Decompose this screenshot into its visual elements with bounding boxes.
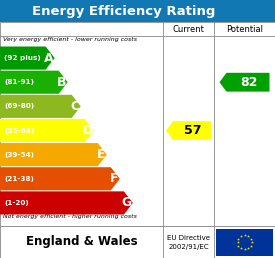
Text: Not energy efficient - higher running costs: Not energy efficient - higher running co… (3, 214, 137, 219)
Text: (21-38): (21-38) (4, 176, 34, 182)
Text: (55-68): (55-68) (4, 127, 34, 133)
Text: EU Directive
2002/91/EC: EU Directive 2002/91/EC (167, 235, 210, 249)
Text: Energy Efficiency Rating: Energy Efficiency Rating (32, 4, 215, 18)
Text: (69-80): (69-80) (4, 103, 34, 109)
Text: England & Wales: England & Wales (26, 235, 137, 248)
Text: D: D (82, 124, 93, 137)
Text: (1-20): (1-20) (4, 200, 29, 206)
Text: E: E (97, 148, 106, 161)
Text: (39-54): (39-54) (4, 152, 34, 158)
Text: Current: Current (173, 25, 204, 34)
Text: A: A (44, 52, 54, 64)
Text: Potential: Potential (226, 25, 263, 34)
Text: (92 plus): (92 plus) (4, 55, 41, 61)
Polygon shape (0, 46, 55, 70)
Bar (0, 22, 275, 226)
Text: G: G (122, 196, 132, 209)
Polygon shape (0, 71, 68, 94)
Text: 57: 57 (184, 124, 202, 137)
Polygon shape (0, 143, 107, 166)
Polygon shape (166, 121, 211, 140)
Polygon shape (0, 95, 81, 118)
Bar (0, 226, 275, 258)
Bar (0, 0, 275, 22)
Text: 82: 82 (240, 76, 257, 89)
Text: B: B (57, 76, 67, 89)
Polygon shape (0, 119, 94, 142)
Text: C: C (71, 100, 80, 113)
Bar (216, 229, 273, 255)
Polygon shape (0, 167, 120, 190)
Polygon shape (219, 73, 270, 92)
Text: (81-91): (81-91) (4, 79, 34, 85)
Polygon shape (0, 191, 133, 214)
Text: Very energy efficient - lower running costs: Very energy efficient - lower running co… (3, 37, 137, 42)
Text: F: F (110, 172, 119, 185)
